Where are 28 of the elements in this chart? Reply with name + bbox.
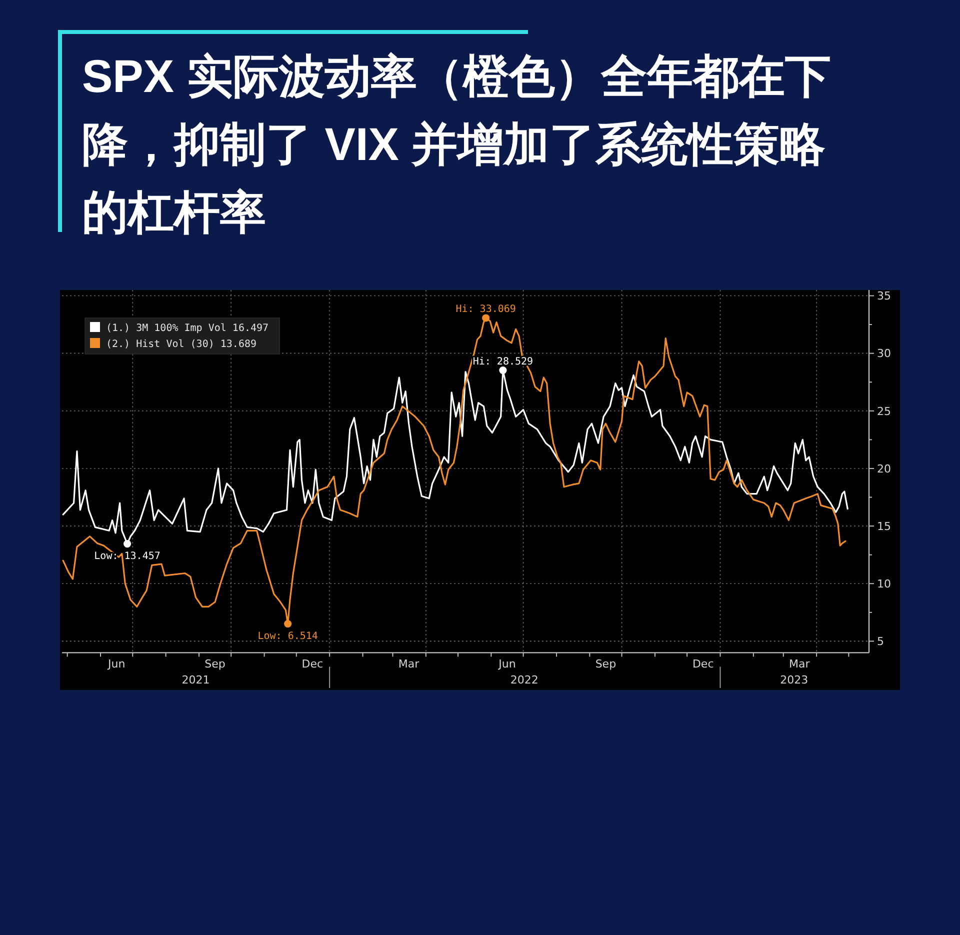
chart-title: SPX 实际波动率（橙色）全年都在下降，抑制了 VIX 并增加了系统性策略的杠杆率: [82, 49, 832, 240]
y-tick-label: 35: [877, 290, 891, 303]
x-tick-label: Mar: [398, 658, 420, 671]
x-tick-label: Sep: [204, 658, 226, 671]
x-tick-label: Sep: [595, 658, 616, 671]
x2-tick-label: 2022: [510, 674, 538, 687]
point: [499, 366, 507, 374]
x-tick-label: Jun: [106, 658, 126, 671]
y-tick-label: 5: [877, 635, 884, 648]
y-tick-label: 25: [877, 404, 891, 418]
y-tick-label: 20: [877, 462, 891, 476]
x-tick-label: Jun: [498, 658, 516, 671]
annotation: Hi: 33.069: [456, 304, 516, 315]
x2-tick-label: 2023: [780, 674, 808, 687]
point: [284, 620, 292, 628]
annotation: Low: 6.514: [258, 630, 318, 642]
y-tick-label: 10: [877, 577, 891, 590]
y-tick-label: 15: [877, 520, 891, 533]
legend-label: (1.) 3M 100% Imp Vol 16.497: [106, 323, 269, 334]
x-tick-label: Mar: [789, 658, 810, 671]
point: [123, 540, 132, 548]
legend-label: (2.) Hist Vol (30) 13.689: [106, 339, 257, 350]
point: [482, 314, 490, 322]
x-tick-label: Dec: [692, 658, 714, 671]
y-tick-label: 30: [877, 347, 891, 360]
x2-tick-label: 2021: [182, 674, 210, 687]
x-tick-label: Dec: [302, 658, 324, 671]
annotation: Low: 13.457: [94, 550, 160, 562]
